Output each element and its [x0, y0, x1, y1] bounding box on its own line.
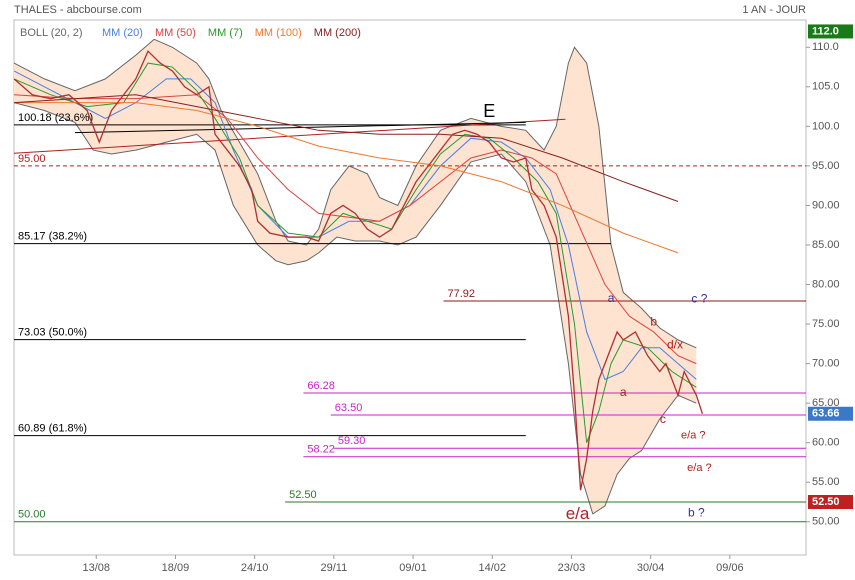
x-tick-label: 23/03 — [558, 562, 586, 574]
x-tick-label: 24/10 — [241, 562, 269, 574]
boll-upper — [13, 38, 697, 349]
level-label: 100.18 (23.6%) — [18, 112, 93, 124]
moving-average — [13, 62, 697, 443]
chart-title: THALES - abcbourse.com — [14, 4, 142, 16]
level-label: 60.89 (61.8%) — [18, 423, 87, 435]
legend-entry: MM (50) — [155, 27, 196, 39]
plot-frame — [13, 19, 807, 556]
x-tick-label: 29/11 — [320, 562, 347, 574]
level-label: 77.92 — [448, 288, 476, 300]
x-tick-label: 09/06 — [716, 562, 744, 574]
legend-entry: MM (100) — [255, 27, 302, 39]
price-tag-label: 112.0 — [812, 25, 839, 37]
level-label: 85.17 (38.2%) — [18, 231, 87, 243]
x-tick-label: 18/09 — [162, 562, 190, 574]
annotation: e/a — [566, 504, 590, 523]
annotation: a — [608, 291, 615, 305]
price-tag — [808, 24, 853, 39]
y-tick-label: 50.00 — [812, 516, 840, 528]
price-line — [13, 50, 704, 491]
y-tick-label: 55.00 — [812, 476, 840, 488]
level-label: 59.30 — [338, 435, 366, 447]
legend-entry: BOLL (20, 2) — [20, 27, 83, 39]
price-tag — [808, 406, 853, 421]
y-tick-label: 70.00 — [812, 358, 840, 370]
legend-entry: MM (7) — [208, 27, 243, 39]
chart-subtitle: 1 AN - JOUR — [742, 4, 806, 16]
legend-entry: MM (20) — [102, 27, 143, 39]
level-label: 58.22 — [307, 444, 335, 456]
y-tick-label: 75.00 — [812, 318, 840, 330]
legend-entry: MM (200) — [314, 27, 361, 39]
x-tick-label: 09/01 — [399, 562, 427, 574]
level-label: 95.00 — [18, 153, 46, 165]
annotation: e/a ? — [681, 429, 705, 441]
y-tick-label: 105.0 — [812, 81, 840, 93]
price-tag — [808, 495, 853, 510]
y-tick-label: 65.00 — [812, 397, 840, 409]
y-tick-label: 95.00 — [812, 160, 840, 172]
level-label: 66.28 — [307, 380, 335, 392]
x-tick-label: 30/04 — [637, 562, 665, 574]
price-tag-label: 63.66 — [812, 408, 840, 420]
annotation: e/a ? — [687, 462, 711, 474]
moving-average — [13, 94, 679, 202]
y-tick-label: 100.0 — [812, 120, 840, 132]
y-tick-label: 80.00 — [812, 278, 840, 290]
price-tag-label: 52.50 — [812, 496, 840, 508]
trendline — [74, 121, 526, 134]
y-tick-label: 60.00 — [812, 437, 840, 449]
x-tick-label: 14/02 — [478, 562, 506, 574]
annotation: c — [660, 412, 666, 426]
annotation: b — [650, 315, 657, 329]
level-label: 73.03 (50.0%) — [18, 327, 87, 339]
y-tick-label: 90.00 — [812, 199, 840, 211]
level-label: 52.50 — [289, 489, 317, 501]
level-label: 50.00 — [18, 509, 46, 521]
moving-average — [14, 102, 679, 254]
x-tick-label: 13/08 — [82, 562, 110, 574]
level-label: 63.50 — [335, 402, 363, 414]
annotation: d/x — [667, 338, 683, 352]
y-tick-label: 85.00 — [812, 239, 840, 251]
annotation: c ? — [691, 292, 707, 306]
annotation: b ? — [688, 505, 705, 519]
y-tick-label: 110.0 — [812, 41, 839, 53]
annotation: a — [620, 385, 627, 399]
annotation: E — [483, 101, 495, 121]
